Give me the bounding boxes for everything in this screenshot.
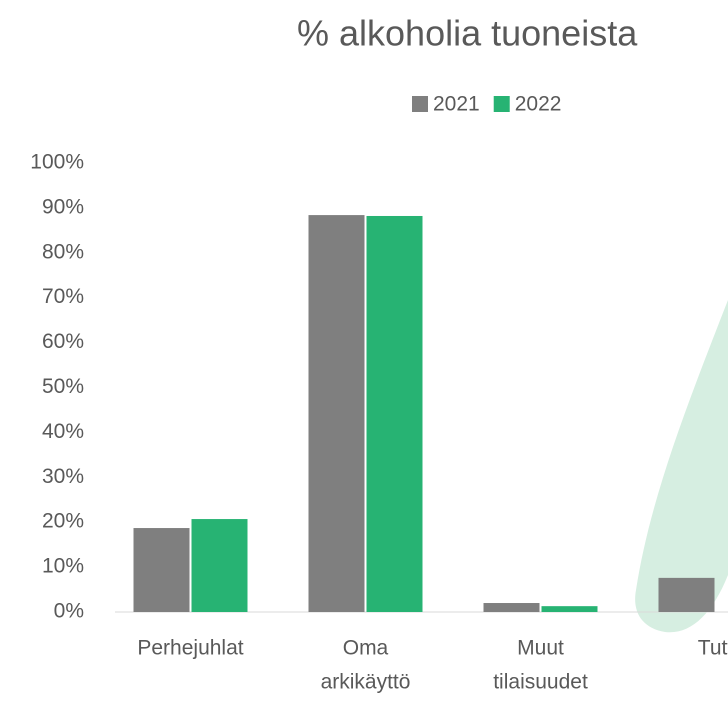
- bar: [309, 215, 365, 612]
- x-tick-label: Muut: [517, 637, 564, 660]
- bar: [542, 606, 598, 612]
- x-tick-label: Tutt: [698, 637, 728, 660]
- legend-swatch: [494, 96, 510, 112]
- bar: [134, 528, 190, 612]
- y-tick-label: 50%: [42, 375, 84, 398]
- x-tick-label: tilaisuudet: [493, 671, 588, 694]
- y-tick-label: 70%: [42, 285, 84, 308]
- x-tick-label: arkikäyttö: [321, 671, 411, 694]
- y-tick-label: 20%: [42, 510, 84, 533]
- y-tick-label: 40%: [42, 420, 84, 443]
- y-tick-label: 80%: [42, 240, 84, 263]
- x-tick-label: Perhejuhlat: [137, 637, 243, 660]
- y-tick-label: 60%: [42, 330, 84, 353]
- bar: [367, 216, 423, 612]
- bar: [484, 603, 540, 612]
- legend-swatch: [412, 96, 428, 112]
- chart: % alkoholia tuoneista 2021 2022 0% 10% 20% 30…: [0, 0, 728, 707]
- y-tick-label: 10%: [42, 555, 84, 578]
- x-tick-label: Oma: [343, 637, 389, 660]
- bar: [192, 519, 248, 612]
- legend-label: 2021: [433, 93, 480, 116]
- y-tick-label: 100%: [30, 151, 84, 174]
- y-tick-label: 30%: [42, 465, 84, 488]
- y-tick-label: 90%: [42, 195, 84, 218]
- chart-title: % alkoholia tuoneista: [297, 13, 638, 54]
- legend-label: 2022: [515, 93, 562, 116]
- bar: [659, 578, 715, 612]
- y-tick-label: 0%: [54, 600, 84, 623]
